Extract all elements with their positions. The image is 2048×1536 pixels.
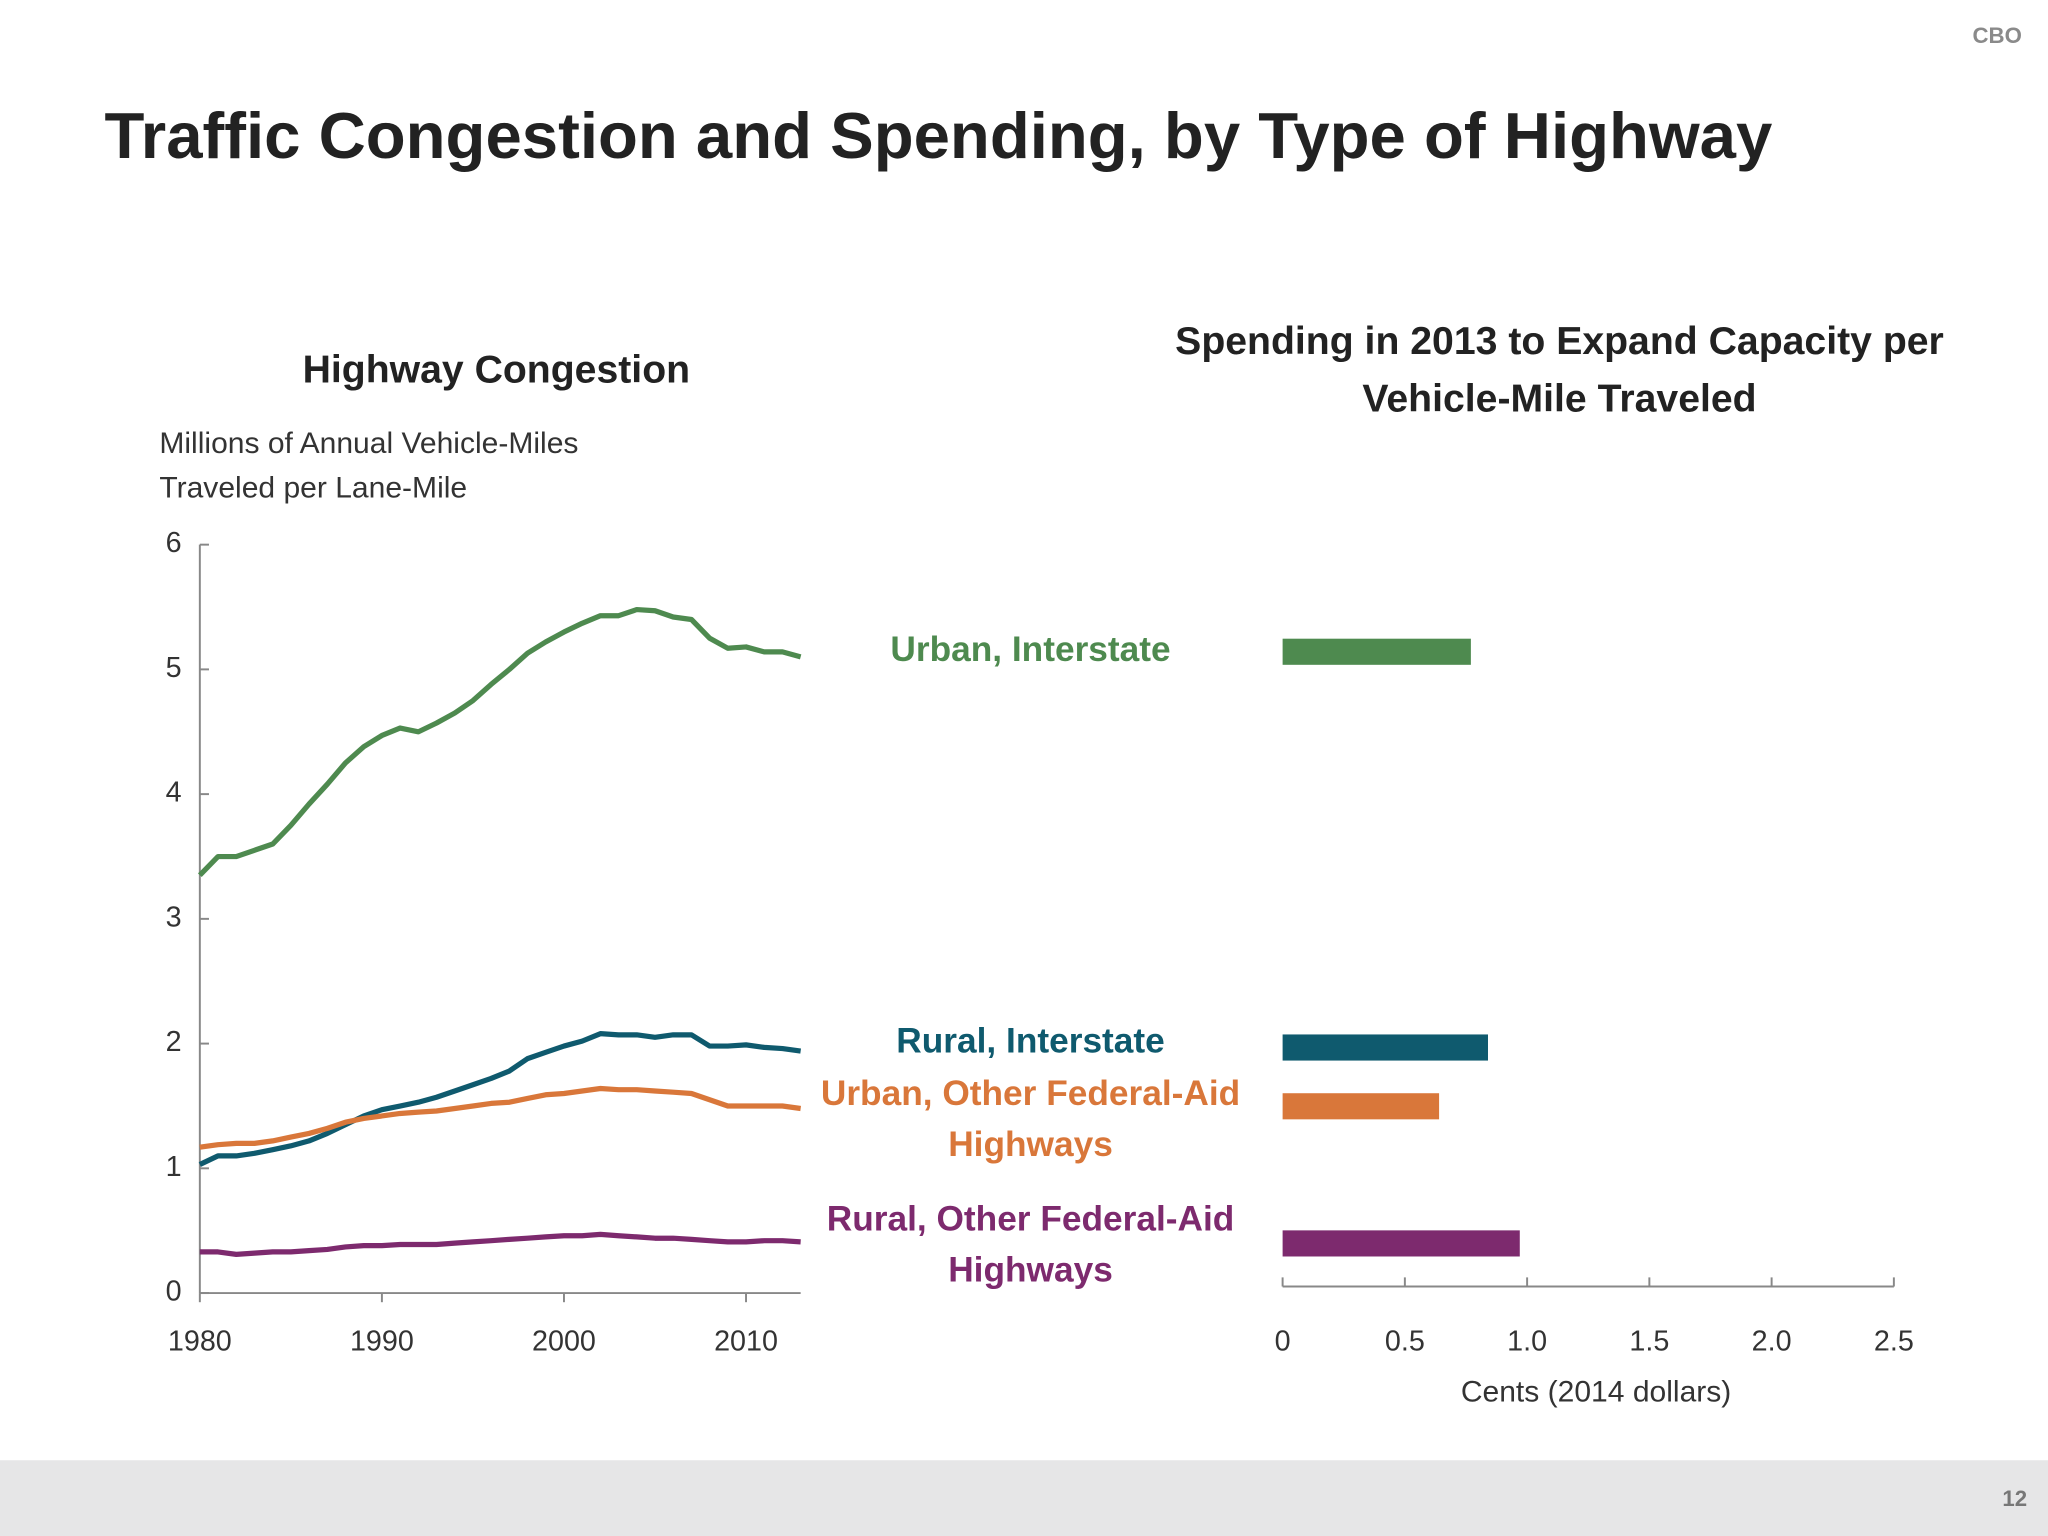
- series-line: [197, 606, 802, 878]
- bar: [1282, 638, 1471, 665]
- x-tick-label: 1990: [350, 1325, 414, 1357]
- series-label: Rural, Interstate: [896, 1021, 1165, 1061]
- y-tick-label: 1: [166, 1151, 182, 1183]
- y-tick-label: 6: [166, 527, 182, 559]
- x-axis-label: Cents (2014 dollars): [1460, 1374, 1732, 1408]
- series-label: Urban, Interstate: [890, 629, 1171, 669]
- series-label: Urban, Other Federal-Aid Highways: [820, 1073, 1241, 1164]
- y-axis-label: Millions of Annual Vehicle-Miles Travele…: [159, 425, 579, 505]
- series-line: [199, 1085, 802, 1150]
- y-tick-label: 0: [166, 1276, 182, 1308]
- x-tick-label: 2010: [714, 1325, 778, 1357]
- bar: [1282, 1093, 1440, 1120]
- x-tick-label: 1.0: [1507, 1325, 1547, 1357]
- series-label: Rural, Other Federal-Aid Highways: [826, 1199, 1235, 1290]
- y-tick-label: 3: [166, 901, 182, 933]
- chart-title: Highway Congestion: [302, 348, 691, 392]
- bar: [1282, 1034, 1488, 1061]
- y-tick-label: 5: [166, 652, 182, 684]
- x-tick-label: 1.5: [1629, 1325, 1669, 1357]
- chart-title: Spending in 2013 to Expand Capacity per …: [1175, 319, 1944, 421]
- series-line: [199, 1231, 801, 1258]
- page-number: 12: [2002, 1486, 2028, 1512]
- bar: [1282, 1230, 1520, 1257]
- y-tick-label: 4: [166, 777, 182, 809]
- x-tick-label: 0: [1275, 1325, 1291, 1357]
- brand: CBO: [1972, 23, 2022, 49]
- series-line: [198, 1031, 802, 1167]
- x-tick-label: 0.5: [1385, 1325, 1425, 1357]
- x-tick-label: 2.5: [1874, 1325, 1914, 1357]
- y-tick-label: 2: [166, 1026, 182, 1058]
- slide-title: Traffic Congestion and Spending, by Type…: [104, 99, 1773, 173]
- footer-bar: [0, 1460, 2048, 1536]
- x-tick-label: 2000: [532, 1325, 596, 1357]
- x-tick-label: 2.0: [1752, 1325, 1792, 1357]
- x-tick-label: 1980: [168, 1325, 232, 1357]
